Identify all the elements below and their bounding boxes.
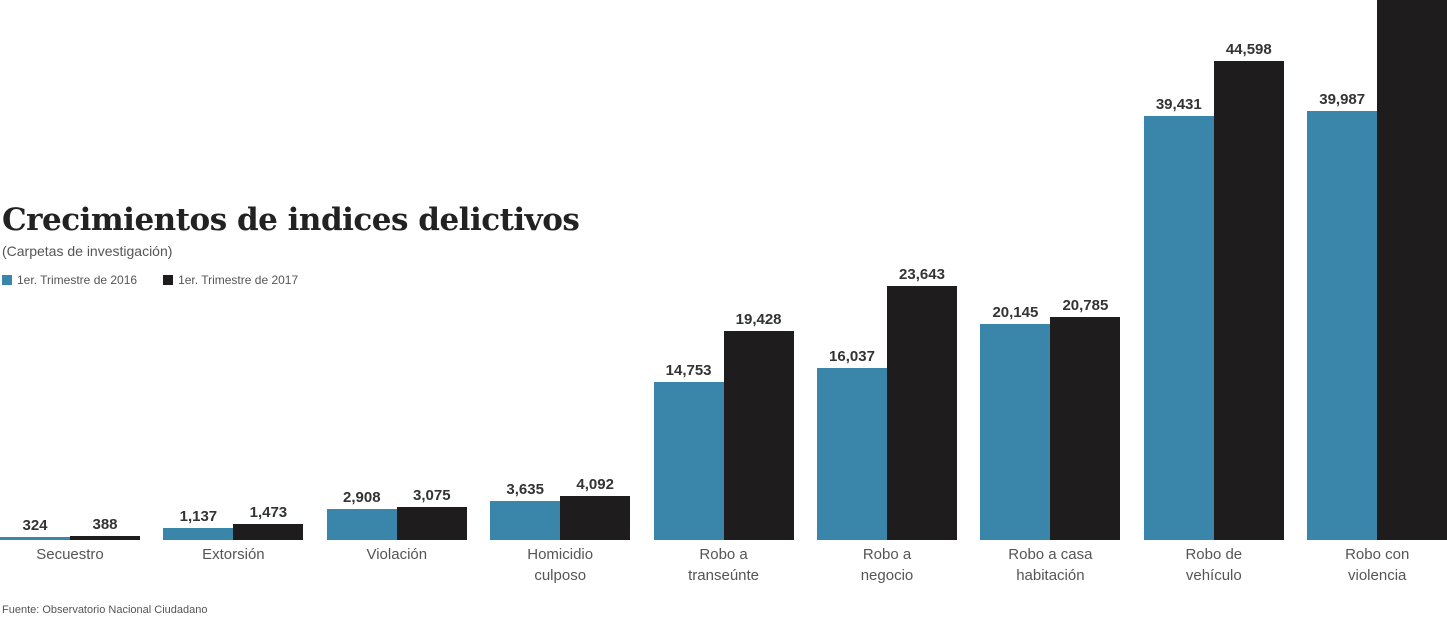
bar-2017 xyxy=(396,506,467,540)
chart-subtitle: (Carpetas de investigación) xyxy=(2,243,173,259)
category-label: Robo con violencia xyxy=(1345,546,1410,584)
bar-2016 xyxy=(163,527,234,540)
value-label: 39,987 xyxy=(1319,90,1366,108)
category-label: Robo a casa habitación xyxy=(1008,546,1093,584)
category-label: Extorsión xyxy=(202,546,265,563)
value-label: 324 xyxy=(22,516,48,534)
bar-2016 xyxy=(1307,110,1378,540)
bar-2016 xyxy=(817,367,887,540)
value-label: 20,145 xyxy=(992,303,1039,321)
category-label: Robo a transeúnte xyxy=(688,546,760,584)
source-note: Fuente: Observatorio Nacional Ciudadano xyxy=(2,604,208,616)
value-label: 2,908 xyxy=(343,488,381,506)
value-label: 4,092 xyxy=(576,476,614,494)
bar-2016 xyxy=(653,381,724,540)
category-label: Violación xyxy=(366,546,428,563)
bar-2016 xyxy=(326,508,397,540)
bar-2016 xyxy=(980,323,1051,540)
category-label: Robo de vehículo xyxy=(1185,546,1243,584)
legend-label-2016: 1er. Trimestre de 2016 xyxy=(17,273,138,287)
chart-title: Crecimientos de indices delictivos xyxy=(2,202,580,238)
value-label: 388 xyxy=(92,515,118,533)
bar-2016 xyxy=(0,536,70,540)
value-label: 44,598 xyxy=(1225,41,1272,58)
legend-item-2017: 1er. Trimestre de 2017 xyxy=(163,273,298,287)
value-label: 1,137 xyxy=(179,507,218,525)
value-label: 1,473 xyxy=(249,504,288,522)
category-label: Robo a negocio xyxy=(860,546,914,584)
category-label: Secuestro xyxy=(36,546,104,563)
value-label: 16,037 xyxy=(829,347,875,365)
value-label: 3,635 xyxy=(506,480,544,498)
bar-2017 xyxy=(887,286,957,540)
bar-2016 xyxy=(490,500,561,540)
value-label: 3,075 xyxy=(413,486,451,504)
legend-label-2017: 1er. Trimestre de 2017 xyxy=(178,273,299,287)
value-label: 20,785 xyxy=(1062,296,1109,314)
value-label: 14,753 xyxy=(665,361,712,379)
bar-2017 xyxy=(1377,0,1447,540)
legend-swatch-2016 xyxy=(2,275,12,285)
bar-2017 xyxy=(1213,61,1284,540)
legend-item-2016: 1er. Trimestre de 2016 xyxy=(2,273,137,287)
chart-legend: 1er. Trimestre de 2016 1er. Trimestre de… xyxy=(2,273,298,287)
bar-2017 xyxy=(560,496,631,540)
legend-swatch-2017 xyxy=(163,275,174,285)
value-label: 39,431 xyxy=(1155,96,1202,114)
bar-2016 xyxy=(1143,116,1214,540)
value-label: 23,643 xyxy=(899,266,945,284)
bar-2017 xyxy=(233,524,304,540)
bar-2017 xyxy=(70,535,140,540)
bar-2017 xyxy=(723,331,794,540)
category-label: Homicidio culposo xyxy=(527,546,594,584)
value-label: 19,428 xyxy=(735,311,782,329)
bar-2017 xyxy=(1050,316,1121,540)
